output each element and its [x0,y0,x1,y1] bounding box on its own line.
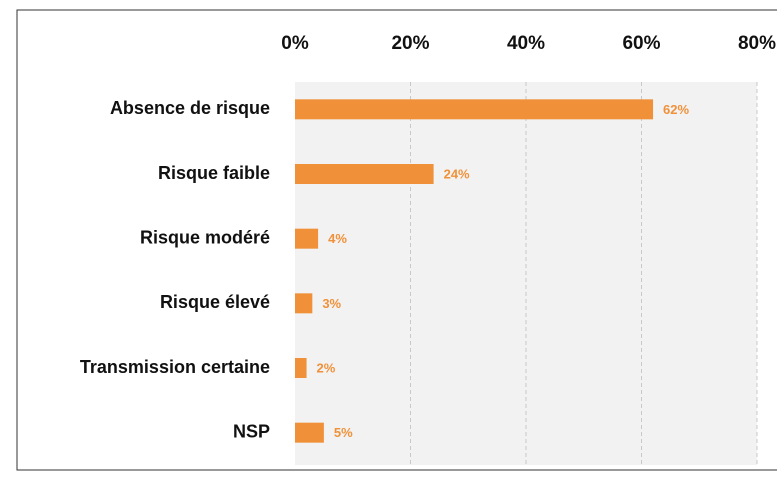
value-label: 2% [317,360,336,375]
bar [295,422,324,443]
bar [295,293,313,314]
y-tick-label: Risque modéré [140,227,270,247]
x-tick-label: 60% [622,33,660,54]
x-tick-label: 20% [391,33,429,54]
bar [295,358,307,378]
x-tick-label: 0% [281,33,309,54]
bar [295,99,654,120]
value-label: 3% [322,296,341,311]
x-tick-label: 80% [738,33,776,54]
y-tick-label: Risque élevé [160,292,270,312]
x-tick-label: 40% [507,33,545,54]
y-tick-label: Absence de risque [110,98,270,118]
y-tick-label: Transmission certaine [80,357,270,377]
bar [295,164,434,184]
value-label: 4% [328,231,347,246]
value-label: 62% [663,102,689,117]
y-tick-label: Risque faible [158,163,270,183]
value-label: 5% [334,425,353,440]
bar [295,228,319,249]
value-label: 24% [444,166,470,181]
y-tick-label: NSP [233,421,270,441]
